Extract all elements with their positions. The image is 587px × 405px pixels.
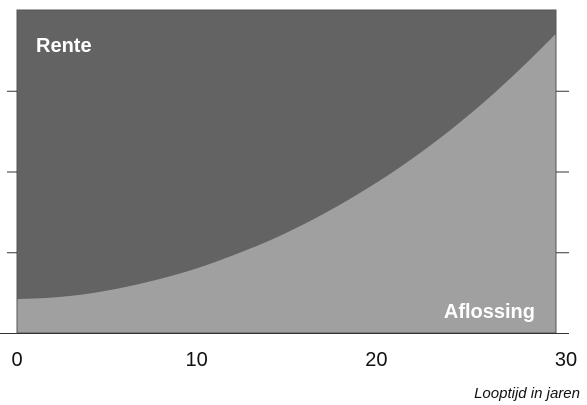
x-tick-label-30: 30 [555,349,577,371]
x-tick-labels: 0 10 20 30 [11,349,577,371]
x-tick-label-0: 0 [11,349,22,371]
series-label-aflossing: Aflossing [444,301,535,323]
x-tick-label-20: 20 [365,349,387,371]
chart-ticks [0,90,569,334]
chart-areas [16,9,557,334]
series-label-rente: Rente [36,35,92,57]
x-axis-label: Looptijd in jaren [474,385,580,402]
area-aflossing [17,33,556,334]
x-tick-label-10: 10 [186,349,208,371]
